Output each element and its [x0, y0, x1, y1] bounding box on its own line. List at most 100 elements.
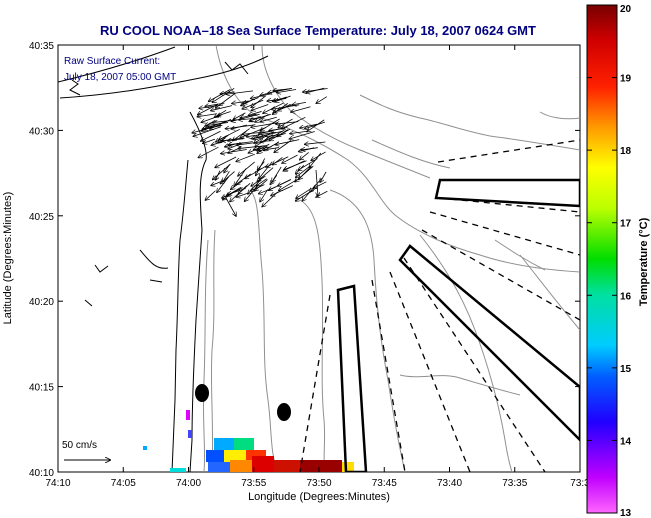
current-vector	[277, 89, 297, 93]
current-vector	[251, 95, 266, 107]
plot-frame	[57, 44, 581, 473]
current-vector	[305, 142, 326, 144]
current-vector	[236, 173, 252, 185]
current-vector	[260, 118, 280, 131]
y-axis: 40:35 40:30 40:25 40:20 40:15 40:10	[29, 41, 580, 479]
x-tick-label: 73:50	[306, 478, 331, 489]
current-vector	[292, 102, 306, 104]
y-axis-label: Latitude (Degrees:Minutes)	[2, 192, 14, 325]
current-vector	[240, 113, 257, 117]
current-vector	[268, 87, 293, 93]
current-note-line2: July 18, 2007 05:00 GMT	[64, 72, 176, 83]
survey-boxes	[336, 178, 580, 472]
current-vector	[205, 102, 225, 106]
current-vector	[217, 176, 230, 193]
current-vector	[236, 192, 249, 197]
current-vector	[260, 116, 277, 122]
current-vector	[299, 147, 315, 152]
current-vector	[259, 147, 280, 151]
current-vector	[291, 106, 311, 112]
current-vector	[284, 160, 307, 170]
y-tick-label: 40:25	[29, 212, 54, 223]
current-vector	[226, 90, 254, 94]
current-vector	[282, 116, 306, 129]
y-tick-label: 40:30	[29, 126, 54, 137]
current-vector	[231, 124, 247, 129]
coastline	[58, 46, 269, 472]
current-vector	[316, 96, 328, 104]
x-tick-label: 73:3	[570, 478, 590, 489]
mooring-marker	[195, 384, 209, 402]
current-vector	[212, 87, 235, 102]
colorbar-ticks: 20 19 18 17 16 15 14 13	[587, 4, 632, 518]
current-note-line1: Raw Surface Current:	[64, 56, 160, 67]
surface-current-vectors	[192, 87, 328, 216]
colorbar	[586, 4, 618, 514]
y-tick-label: 40:35	[29, 41, 54, 52]
current-vector	[249, 116, 261, 121]
current-vector	[259, 186, 276, 194]
current-vector	[228, 147, 242, 153]
current-vector	[273, 103, 288, 114]
current-vector	[313, 181, 327, 189]
y-tick-label: 40:15	[29, 383, 54, 394]
current-vector	[267, 98, 287, 101]
current-vector	[198, 146, 219, 157]
current-vector	[228, 139, 244, 141]
mooring-marker	[277, 403, 291, 421]
colorbar-tick-label: 20	[620, 4, 632, 15]
current-vector	[236, 153, 255, 161]
x-tick-label: 74:00	[176, 478, 201, 489]
current-vector	[230, 185, 247, 202]
current-vector	[272, 166, 282, 182]
current-vector	[238, 161, 255, 176]
x-axis: 74:10 74:05 74:00 73:55 73:50 73:45 73:40 73:35…	[45, 45, 590, 489]
current-vector	[254, 131, 274, 143]
current-vector	[300, 152, 309, 159]
current-vector	[272, 104, 300, 109]
current-vector	[241, 98, 255, 106]
current-vector	[228, 141, 253, 145]
current-vector	[199, 104, 224, 108]
current-vector	[255, 114, 269, 122]
colorbar-tick-label: 17	[620, 219, 632, 230]
colorbar-tick-label: 16	[620, 291, 632, 302]
current-vector	[289, 131, 315, 138]
colorbar-tick-label: 19	[620, 74, 632, 85]
current-vector	[296, 187, 312, 198]
current-vector	[221, 149, 247, 153]
current-vector	[209, 88, 231, 101]
current-vector	[266, 156, 289, 167]
current-vector	[226, 186, 242, 196]
current-vector	[275, 139, 300, 145]
current-vector	[220, 171, 235, 184]
current-vector	[210, 118, 232, 129]
x-tick-label: 73:40	[437, 478, 462, 489]
current-vector	[215, 170, 221, 180]
current-vector	[203, 138, 216, 143]
current-vector	[251, 122, 278, 128]
current-vector	[211, 105, 233, 111]
current-vector	[225, 197, 236, 216]
current-vector	[260, 189, 269, 202]
y-tick-label: 40:20	[29, 297, 54, 308]
x-tick-label: 74:05	[111, 478, 136, 489]
current-vector	[251, 104, 269, 110]
current-vector	[311, 151, 326, 160]
map-title: RU COOL NOAA–18 Sea Surface Temperature:…	[100, 23, 536, 38]
current-vector	[215, 109, 227, 117]
current-vector	[222, 137, 245, 141]
current-vector	[215, 156, 237, 167]
current-vector	[242, 99, 264, 109]
current-vector	[238, 145, 266, 149]
current-vector	[271, 185, 294, 196]
current-vector	[290, 131, 308, 133]
current-vector	[228, 142, 244, 149]
x-tick-label: 73:45	[372, 478, 397, 489]
current-vector	[250, 184, 265, 191]
current-vector	[299, 166, 312, 179]
current-vector	[320, 171, 327, 182]
current-vector	[257, 161, 265, 170]
x-axis-label: Longitude (Degrees:Minutes)	[248, 491, 390, 503]
